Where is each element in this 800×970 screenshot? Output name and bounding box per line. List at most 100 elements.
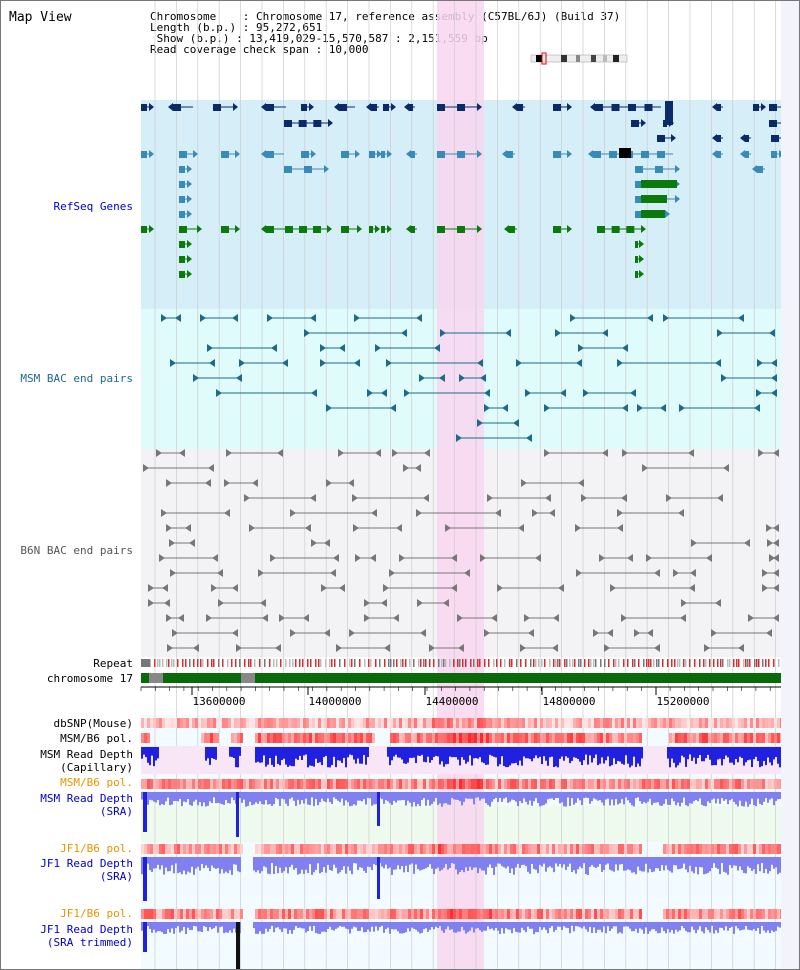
polymorphism-cell — [285, 844, 288, 854]
depth-bar — [189, 792, 191, 805]
depth-bar — [503, 792, 505, 799]
label-jf1-b6-pol-2[interactable]: JF1/B6 pol. — [60, 907, 133, 920]
depth-bar — [231, 792, 233, 798]
polymorphism-cell — [414, 844, 417, 854]
polymorphism-cell — [507, 909, 510, 919]
gene-arrow — [639, 240, 644, 248]
label-msm-depth-sra[interactable]: MSM Read Depth (SRA) — [40, 792, 133, 818]
repeat-mark — [722, 659, 724, 667]
polymorphism-cell — [264, 718, 267, 728]
label-msm-depth-cap[interactable]: MSM Read Depth (Capillary) — [40, 748, 133, 774]
polymorphism-cell — [159, 844, 162, 854]
repeat-mark — [429, 659, 431, 667]
repeat-mark — [656, 659, 658, 667]
depth-bar — [625, 857, 627, 871]
label-line-2: (Capillary) — [60, 761, 133, 774]
polymorphism-cell — [699, 718, 702, 728]
label-msm-bac[interactable]: MSM BAC end pairs — [20, 372, 133, 385]
polymorphism-cell — [489, 779, 492, 789]
polymorphism-cell — [741, 779, 744, 789]
polymorphism-cell — [465, 718, 468, 728]
depth-bar — [719, 792, 721, 804]
polymorphism-cell — [510, 779, 513, 789]
polymorphism-cell — [579, 909, 582, 919]
repeat-mark — [379, 659, 381, 667]
label-jf1-b6-pol-1[interactable]: JF1/B6 pol. — [60, 842, 133, 855]
polymorphism-cell — [537, 844, 540, 854]
depth-bar — [511, 792, 513, 800]
polymorphism-cell — [537, 909, 540, 919]
depth-bar — [291, 747, 293, 767]
depth-bar — [303, 922, 305, 929]
polymorphism-cell — [639, 779, 642, 789]
depth-bar — [383, 857, 385, 869]
repeat-mark — [705, 659, 707, 667]
bac-end — [352, 494, 358, 502]
label-b6n-bac[interactable]: B6N BAC end pairs — [20, 544, 133, 557]
bac-end — [738, 314, 744, 322]
depth-bar — [751, 747, 753, 768]
polymorphism-cell — [777, 779, 780, 789]
depth-bar — [289, 747, 291, 766]
depth-bar — [575, 922, 577, 927]
depth-bar — [629, 857, 631, 871]
polymorphism-cell — [513, 718, 516, 728]
depth-bar — [563, 857, 565, 865]
bac-end — [371, 509, 377, 517]
polymorphism-cell — [321, 779, 324, 789]
polymorphism-cell — [582, 844, 585, 854]
polymorphism-cell — [648, 718, 651, 728]
polymorphism-cell — [417, 909, 420, 919]
depth-bar — [677, 792, 679, 803]
depth-bar — [201, 857, 203, 864]
depth-bar — [277, 922, 279, 928]
polymorphism-cell — [468, 733, 471, 743]
repeat-mark — [200, 659, 202, 667]
repeat-mark — [289, 659, 291, 667]
polymorphism-cell — [732, 844, 735, 854]
polymorphism-cell — [564, 844, 567, 854]
polymorphism-cell — [540, 844, 543, 854]
label-dbsnp[interactable]: dbSNP(Mouse) — [53, 717, 133, 730]
label-msm-b6-pol-2[interactable]: MSM/B6 pol. — [60, 776, 133, 789]
depth-bar — [495, 747, 497, 758]
depth-bar — [447, 857, 449, 870]
gene-arrow — [187, 255, 192, 263]
label-chromosome[interactable]: chromosome 17 — [46, 672, 133, 685]
polymorphism-cell — [540, 909, 543, 919]
depth-bar — [153, 922, 155, 930]
polymorphism-cell — [489, 844, 492, 854]
depth-bar — [383, 922, 385, 933]
depth-bar — [307, 857, 309, 874]
bac-end — [226, 449, 232, 457]
polymorphism-cell — [552, 844, 555, 854]
polymorphism-cell — [438, 909, 441, 919]
label-repeat[interactable]: Repeat — [93, 657, 133, 670]
depth-bar — [433, 922, 435, 930]
depth-bar — [303, 792, 305, 804]
label-refseq-genes[interactable]: RefSeq Genes — [53, 200, 133, 213]
polymorphism-cell — [585, 733, 588, 743]
depth-bar — [325, 922, 327, 933]
depth-bar — [467, 747, 469, 762]
polymorphism-cell — [531, 733, 534, 743]
depth-bar — [599, 747, 601, 764]
polymorphism-cell — [369, 844, 372, 854]
polymorphism-cell — [738, 718, 741, 728]
polymorphism-cell — [615, 844, 618, 854]
polymorphism-cell — [510, 844, 513, 854]
polymorphism-cell — [171, 718, 174, 728]
depth-bar — [693, 922, 695, 930]
label-msm-b6-pol-1[interactable]: MSM/B6 pol. — [60, 732, 133, 745]
polymorphism-cell — [549, 844, 552, 854]
polymorphism-cell — [759, 909, 762, 919]
label-jf1-depth-sra[interactable]: JF1 Read Depth (SRA) — [40, 857, 133, 883]
polymorphism-cell — [615, 779, 618, 789]
repeat-mark — [470, 659, 472, 667]
polymorphism-cell — [258, 779, 261, 789]
polymorphism-cell — [732, 909, 735, 919]
label-jf1-depth-trim[interactable]: JF1 Read Depth (SRA trimmed) — [40, 923, 133, 949]
depth-bar — [617, 857, 619, 871]
depth-bar — [403, 792, 405, 801]
